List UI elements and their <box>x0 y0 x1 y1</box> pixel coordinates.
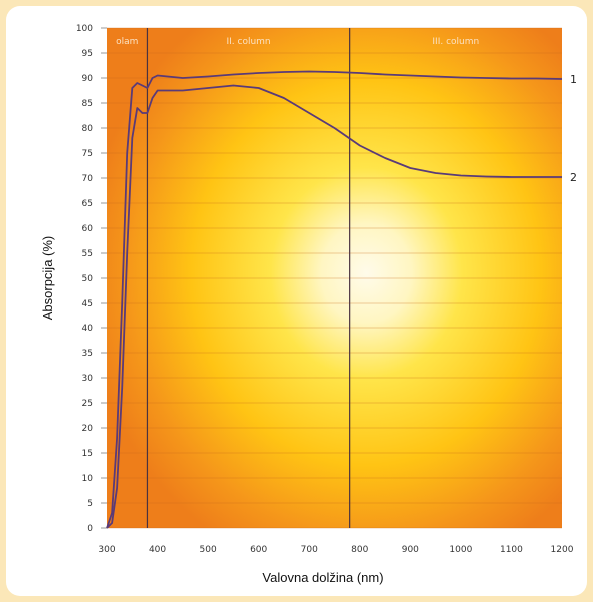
region-label: olam <box>116 37 138 47</box>
y-tick-label: 25 <box>82 399 93 409</box>
y-tick-label: 100 <box>76 24 93 34</box>
x-tick-label: 300 <box>98 545 115 555</box>
y-tick-label: 15 <box>82 449 93 459</box>
series-line-1 <box>106 70 563 529</box>
x-tick-label: 1100 <box>500 545 523 555</box>
y-tick-label: 5 <box>87 499 93 509</box>
y-tick-label: 65 <box>82 199 93 209</box>
y-axis-title: Absorpcija (%) <box>40 236 55 321</box>
y-tick-label: 80 <box>82 124 94 134</box>
region-label: II. column <box>226 37 270 47</box>
series-label-1: 1 <box>570 73 577 86</box>
x-tick-label: 700 <box>301 545 318 555</box>
region-label: III. column <box>432 37 479 47</box>
x-tick-label: 500 <box>200 545 217 555</box>
y-tick-label: 45 <box>82 299 93 309</box>
x-tick-label: 800 <box>351 545 368 555</box>
x-tick-label: 1000 <box>449 545 472 555</box>
y-tick-label: 10 <box>82 474 94 484</box>
x-tick-label: 900 <box>402 545 419 555</box>
x-tick-label: 400 <box>149 545 166 555</box>
series-label-2: 2 <box>570 171 577 184</box>
series-lines <box>106 70 563 529</box>
y-tick-label: 20 <box>82 424 94 434</box>
y-tick-label: 50 <box>82 274 94 284</box>
series-labels: 12 <box>570 73 577 184</box>
y-tick-label: 90 <box>82 74 94 84</box>
plot-background <box>107 28 562 528</box>
x-axis-title: Valovna dolžina (nm) <box>262 570 383 585</box>
series-line-2 <box>106 84 562 529</box>
y-tick-label: 30 <box>82 374 94 384</box>
region-labels: olam II. column III. column <box>116 37 479 47</box>
y-tick-label: 40 <box>82 324 94 334</box>
x-tick-label: 600 <box>250 545 267 555</box>
y-tick-label: 0 <box>87 524 93 534</box>
y-tick-label: 35 <box>82 349 93 359</box>
y-tick-label: 75 <box>82 149 93 159</box>
y-tick-label: 55 <box>82 249 93 259</box>
y-tick-label: 60 <box>82 224 94 234</box>
grid-lines <box>107 27 562 529</box>
x-tick-labels: 300 400 500 600 700 800 900 1000 1100 1200 <box>98 545 573 555</box>
y-tick-label: 70 <box>82 174 94 184</box>
y-tick-label: 85 <box>82 99 93 109</box>
x-tick-label: 1200 <box>551 545 574 555</box>
y-tick-labels: 0 5 10 15 20 25 30 35 40 45 50 55 60 65 70 75 80 85 90 95 10… <box>76 24 107 534</box>
y-tick-label: 95 <box>82 49 93 59</box>
